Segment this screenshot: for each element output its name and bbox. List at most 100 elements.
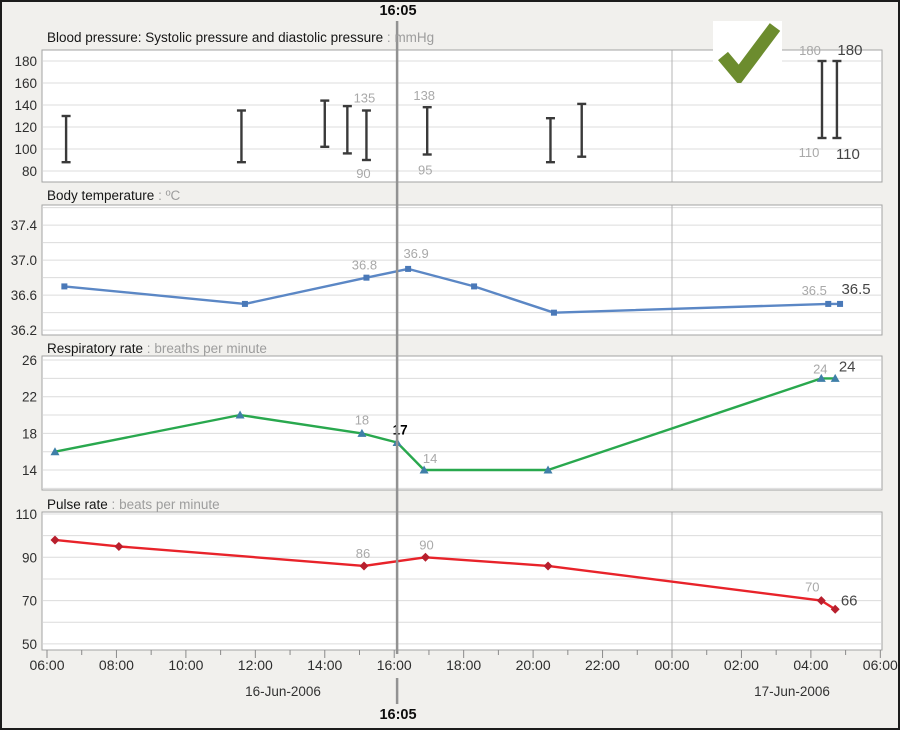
pulse-plot-area[interactable] [42,512,882,650]
pulse-value-label: 86 [356,546,370,561]
temperature-unit: ºC [165,188,181,203]
bp-reading-bar [832,59,842,140]
pulse-value-label: 90 [419,537,433,552]
respiratory-title-text: Respiratory rate [47,341,144,356]
pulse-value-label: 70 [805,580,819,595]
respiratory-data-point [235,410,245,419]
temperature-value-label: 36.5 [841,281,870,298]
bp-value-label: 110 [836,146,860,163]
bp-panel-title: Blood pressure: Systolic pressure and di… [47,30,434,46]
respiratory-panel-title: Respiratory rate : breaths per minute [47,341,267,357]
bp-ytick-label: 120 [14,120,37,135]
temperature-data-point [405,265,412,272]
respiratory-value-label: 18 [355,412,369,427]
cursor-time-label-top: 16:05 [379,3,417,19]
temperature-data-point [471,283,478,290]
bp-ytick-label: 80 [22,164,37,179]
bp-value-label: 138 [413,88,435,103]
respiratory-unit: breaths per minute [154,341,267,356]
pulse-title-text: Pulse rate [47,497,108,512]
temperature-plot-border [41,204,883,336]
respiratory-value-label: 24 [839,358,856,375]
temperature-series-line [64,267,841,314]
temperature-plot-area[interactable] [42,205,882,335]
temperature-data-point [550,309,557,316]
x-axis-label: 00:00 [654,657,689,673]
pulse-data-point [114,541,124,551]
x-axis-label: 10:00 [168,657,203,673]
respiratory-series-line [54,377,836,472]
temperature-data-point [363,274,370,281]
respiratory-data-point [816,373,826,382]
pulse-data-point [420,552,430,562]
respiratory-ytick-label: 26 [22,353,37,368]
bp-ytick-label: 160 [14,76,37,91]
pulse-data-point [359,561,369,571]
temperature-panel-title: Body temperature : ºC [47,188,180,204]
pulse-ytick-label: 50 [22,637,37,652]
pulse-data-point [543,561,553,571]
temperature-ytick-label: 36.6 [11,288,37,303]
pulse-ytick-label: 110 [15,507,37,522]
green-check-icon [713,21,782,83]
pulse-value-label: 66 [841,592,858,609]
bp-title-text: Blood pressure: Systolic pressure and di… [47,30,384,45]
bp-ytick-label: 100 [14,142,37,157]
x-axis-label: 04:00 [793,657,828,673]
x-axis-label: 02:00 [724,657,759,673]
respiratory-ytick-label: 18 [22,426,37,441]
date-label: 17-Jun-2006 [754,684,830,699]
bp-reading-bar [422,105,432,156]
bp-reading-bar [342,104,352,155]
bp-reading-bar [320,99,330,149]
bp-value-label: 180 [799,43,821,58]
pulse-panel-title: Pulse rate : beats per minute [47,497,220,513]
x-axis-label: 22:00 [585,657,620,673]
x-axis-label: 14:00 [307,657,342,673]
temperature-data-point [825,300,832,307]
temperature-value-label: 36.5 [802,283,827,298]
bp-reading-bar [817,59,827,140]
respiratory-data-point [419,465,429,474]
bp-reading-bar [61,114,71,164]
bp-value-label: 90 [356,166,370,181]
temperature-value-label: 36.9 [403,246,428,261]
temperature-ytick-label: 36.2 [11,323,37,338]
respiratory-plot-border [41,355,883,491]
respiratory-value-label: 17 [393,423,408,438]
x-axis-label: 06:00 [29,657,64,673]
pulse-ytick-label: 90 [22,550,37,565]
pulse-ytick-label: 70 [22,594,37,609]
respiratory-value-label: 24 [813,361,827,376]
bp-plot-border [41,49,883,183]
temperature-unit-sep: : [154,188,166,203]
bp-unit-sep: : [383,30,395,45]
x-axis-label: 12:00 [238,657,273,673]
pulse-data-point [830,604,840,614]
date-label: 16-Jun-2006 [245,684,321,699]
x-axis-label: 08:00 [99,657,134,673]
bp-value-label: 110 [799,145,820,160]
temperature-data-point [837,300,844,307]
bp-value-label: 180 [837,42,862,59]
respiratory-data-point [357,428,367,437]
bp-reading-bar [545,116,555,164]
cursor-time-label-bottom: 16:05 [379,707,417,723]
respiratory-data-point [830,373,840,382]
bp-ytick-label: 180 [14,54,37,69]
bp-value-label: 135 [354,91,376,106]
temperature-value-label: 36.8 [352,258,377,273]
bp-ytick-label: 140 [14,98,37,113]
bp-reading-bar [577,102,587,158]
pulse-data-point [816,596,826,606]
x-axis-label: 18:00 [446,657,481,673]
temperature-ytick-label: 37.4 [11,218,38,233]
respiratory-data-point [543,465,553,474]
bp-reading-bar [236,109,246,164]
temperature-title-text: Body temperature [47,188,155,203]
pulse-plot-border [41,511,883,651]
temperature-data-point [61,283,68,290]
temperature-ytick-label: 37.0 [11,253,37,268]
